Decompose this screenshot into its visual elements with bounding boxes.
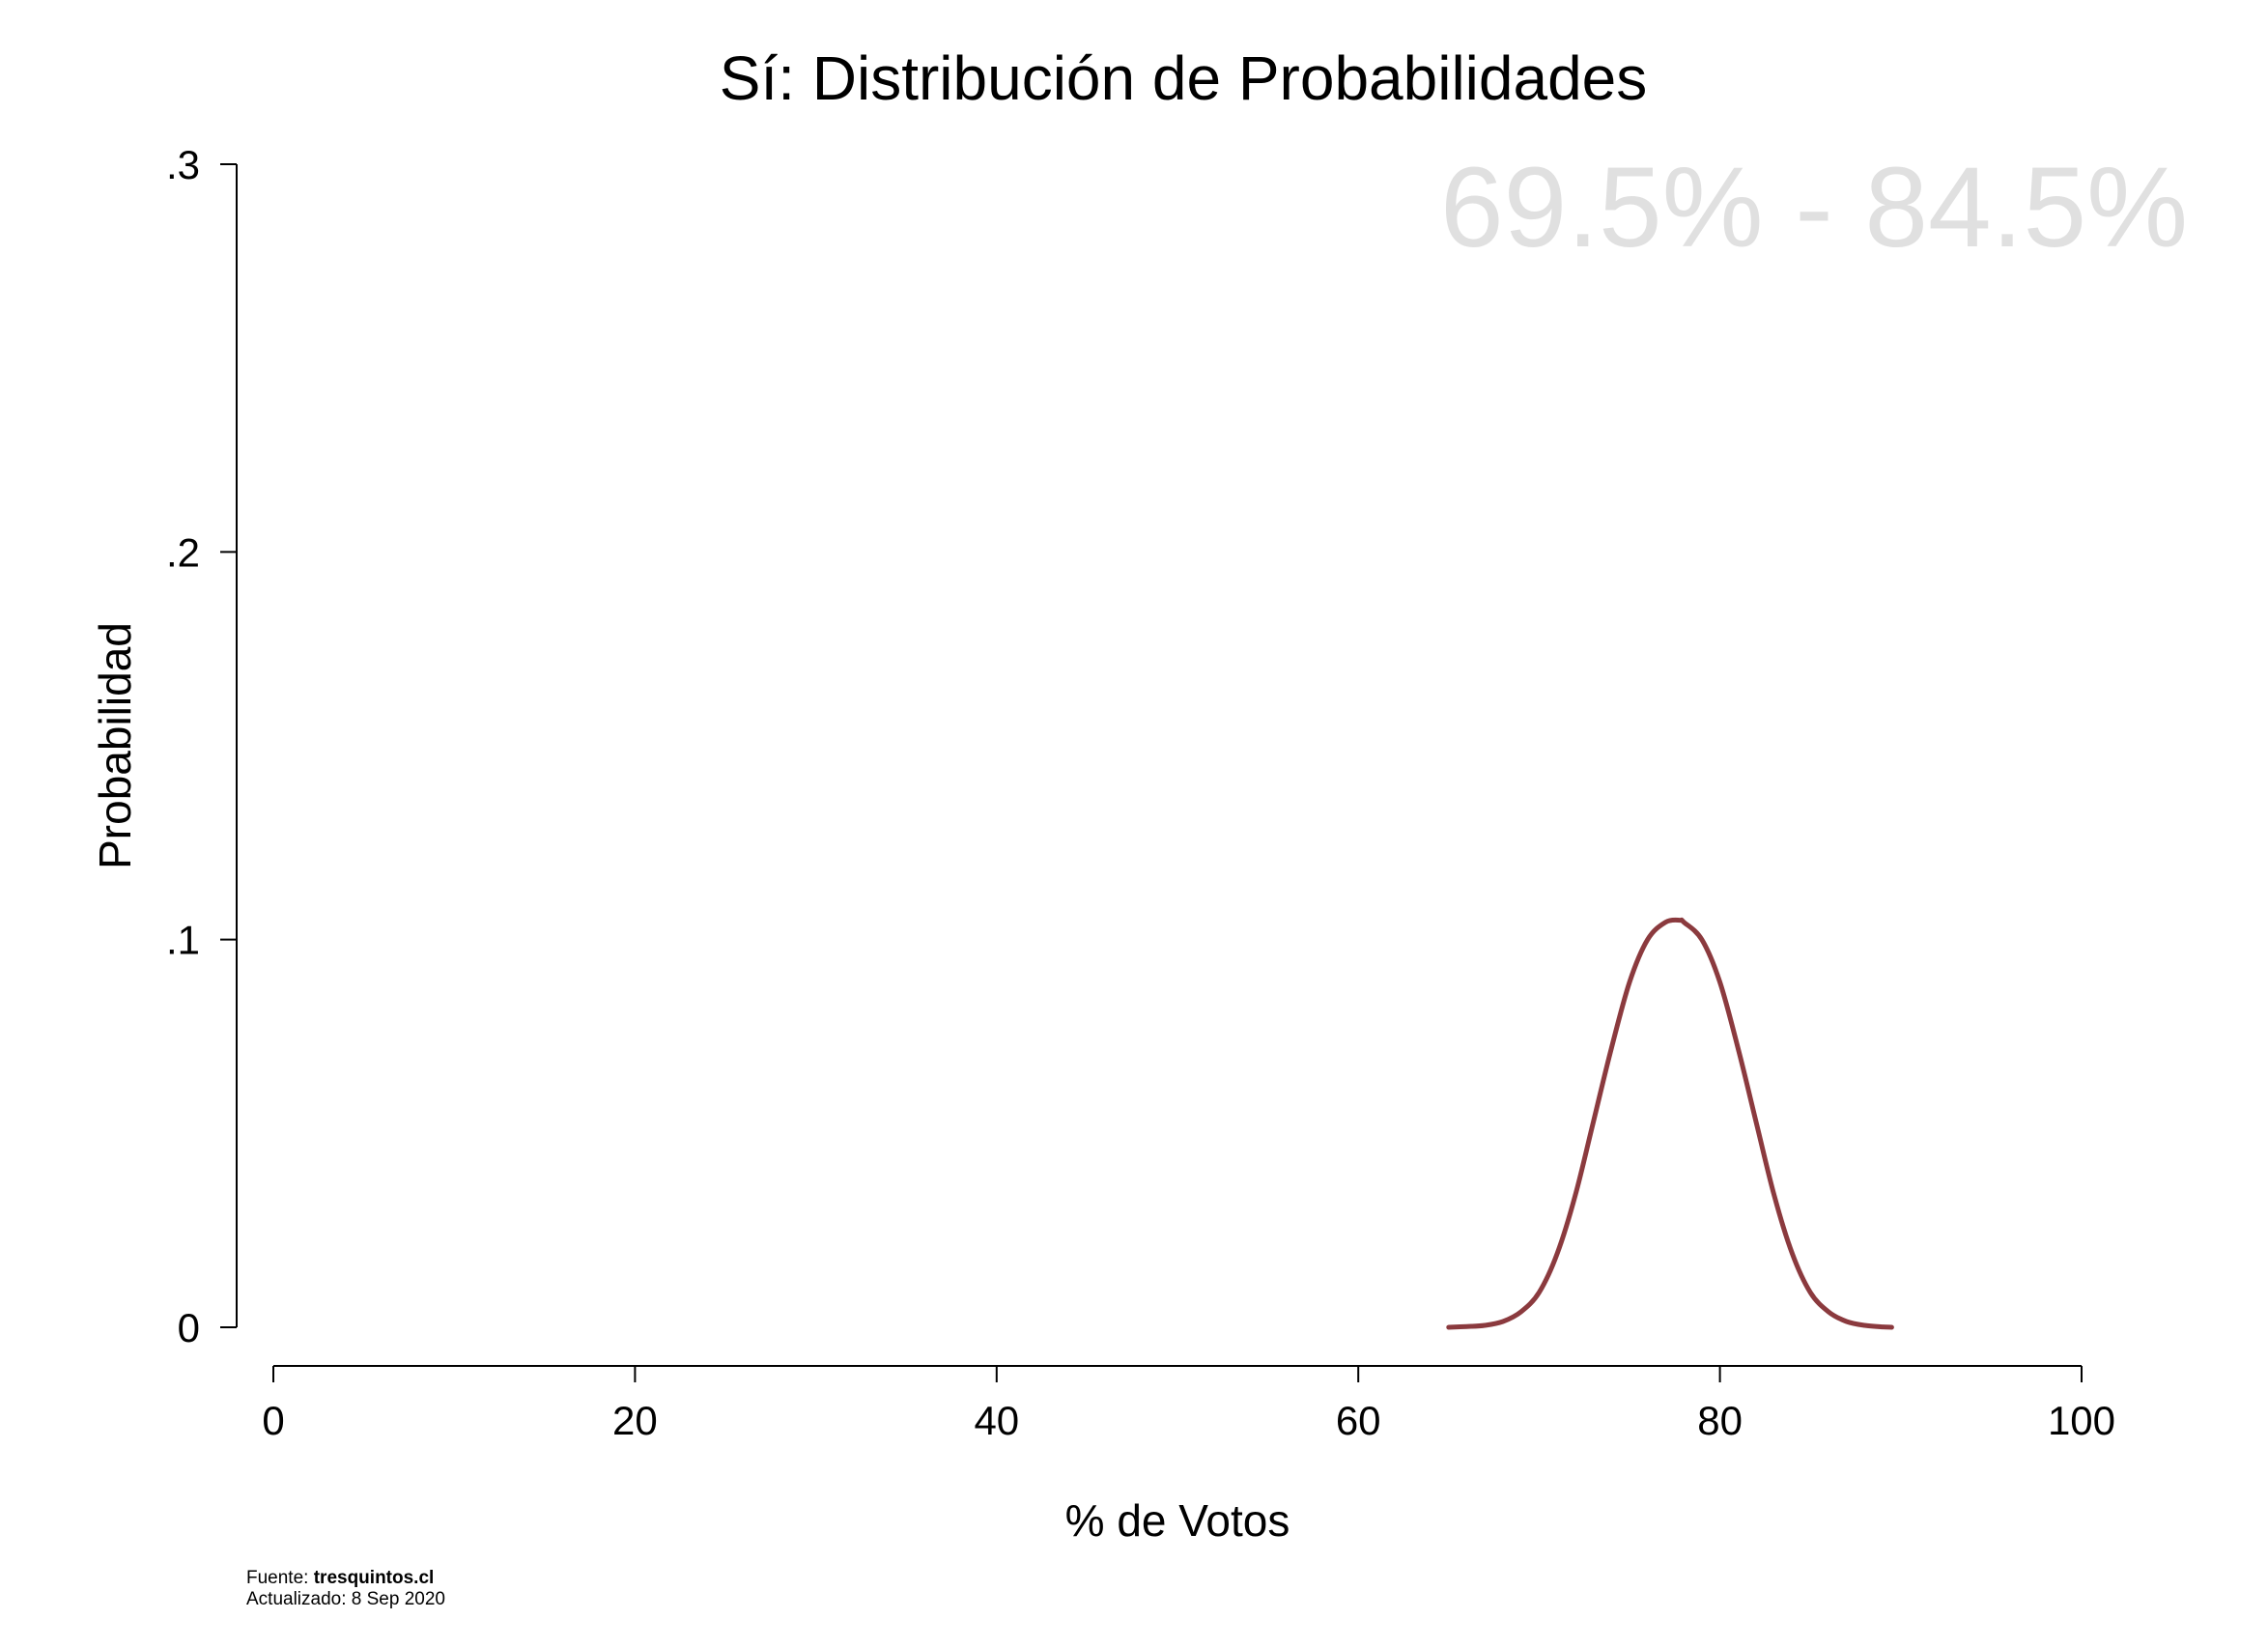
x-ticks: 0 20 40 60 80 100 — [262, 1366, 2115, 1443]
x-tick-label: 0 — [262, 1398, 284, 1443]
x-tick-label: 80 — [1697, 1398, 1743, 1443]
x-tick-label: 40 — [974, 1398, 1019, 1443]
footer: Fuente: tresquintos.cl Actualizado: 8 Se… — [246, 1568, 445, 1610]
series-line — [1449, 920, 1892, 1327]
y-ticks: 0 .1 .2 .3 — [166, 142, 237, 1350]
chart-title: Sí: Distribución de Probabilidades — [720, 43, 1648, 113]
x-tick-label: 60 — [1336, 1398, 1381, 1443]
x-tick-label: 20 — [612, 1398, 658, 1443]
x-axis-label: % de Votos — [1065, 1495, 1290, 1546]
range-annotation: 69.5% - 84.5% — [1440, 144, 2188, 271]
series-group — [1449, 920, 1892, 1327]
x-tick-label: 100 — [2048, 1398, 2115, 1443]
footer-source: Fuente: tresquintos.cl — [246, 1568, 445, 1589]
y-tick-label: .2 — [166, 529, 200, 575]
footer-source-label: Fuente: — [246, 1568, 314, 1588]
y-axis-label: Probabilidad — [90, 622, 140, 869]
y-tick-label: 0 — [178, 1305, 200, 1350]
footer-updated: Actualizado: 8 Sep 2020 — [246, 1589, 445, 1610]
footer-source-link[interactable]: tresquintos.cl — [314, 1568, 435, 1588]
y-tick-label: .3 — [166, 142, 200, 187]
y-tick-label: .1 — [166, 918, 200, 963]
